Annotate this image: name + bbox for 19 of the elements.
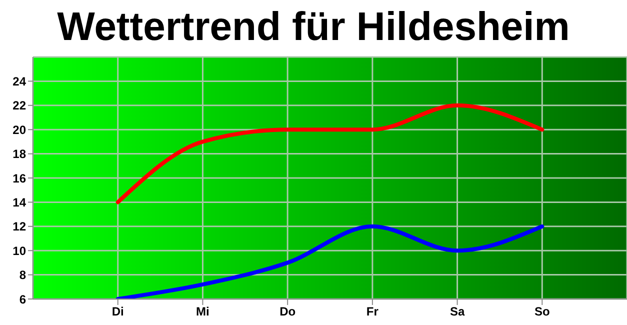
x-tick-label: Fr bbox=[366, 304, 379, 319]
y-tick-label: 14 bbox=[12, 195, 26, 210]
chart-title: Wettertrend für Hildesheim bbox=[56, 4, 571, 51]
y-tick-label: 8 bbox=[19, 268, 26, 282]
x-tick-label: Di bbox=[112, 304, 124, 319]
x-tick-label: Sa bbox=[450, 304, 465, 319]
y-tick-label: 24 bbox=[12, 74, 26, 88]
y-tick-label: 16 bbox=[12, 171, 26, 186]
y-tick-label: 20 bbox=[12, 122, 26, 137]
y-tick-label: 18 bbox=[12, 147, 26, 162]
line-series bbox=[116, 224, 544, 299]
y-tick-label: 22 bbox=[12, 98, 26, 113]
line-series bbox=[116, 103, 544, 204]
y-tick-label: 12 bbox=[12, 220, 26, 234]
x-tick-label: Mi bbox=[196, 304, 210, 319]
y-tick-label: 10 bbox=[12, 244, 26, 258]
y-tick-label: 6 bbox=[19, 292, 26, 306]
x-tick-label: So bbox=[534, 304, 550, 319]
x-tick-label: Do bbox=[280, 304, 296, 319]
